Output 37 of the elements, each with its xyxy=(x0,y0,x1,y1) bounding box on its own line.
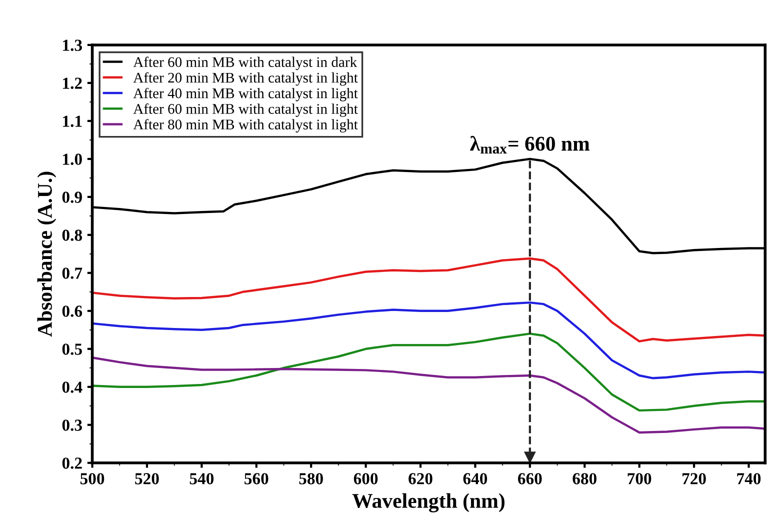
line-series xyxy=(92,356,766,434)
y-tick-label: 0.6 xyxy=(62,306,82,317)
x-axis-title: Wavelength (nm) xyxy=(352,493,504,512)
x-tick-label: 540 xyxy=(190,473,214,484)
y-axis-title: Absorbance (A.U.) xyxy=(37,172,56,337)
x-tick-label: 620 xyxy=(408,473,432,484)
legend-label: After 60 min MB with catalyst in light xyxy=(133,103,358,117)
legend-label: After 20 min MB with catalyst in light xyxy=(133,72,358,86)
y-tick-label: 0.3 xyxy=(62,420,82,431)
y-tick-label: 1.1 xyxy=(63,116,82,127)
x-tick-label: 640 xyxy=(463,473,488,484)
line-series xyxy=(92,332,766,412)
x-tick-label: 500 xyxy=(80,473,104,484)
y-tick-label: 0.7 xyxy=(62,268,82,279)
x-tick-label: 560 xyxy=(244,473,268,484)
x-tick-label: 740 xyxy=(737,473,761,484)
y-tick-label: 1.2 xyxy=(63,78,82,89)
x-tick-label: 600 xyxy=(354,473,378,484)
x-tick-label: 720 xyxy=(682,473,706,484)
y-tick-label: 1.0 xyxy=(63,154,82,165)
y-tick-label: 0.9 xyxy=(62,192,82,203)
x-tick-label: 520 xyxy=(135,473,159,484)
line-series xyxy=(92,301,766,380)
y-tick-label: 0.5 xyxy=(62,344,82,355)
x-tick-label: 660 xyxy=(518,473,542,484)
y-tick-label: 1.3 xyxy=(63,40,82,51)
line-series xyxy=(92,257,766,342)
y-tick-label: 0.4 xyxy=(62,382,82,393)
ref-line-label: λ$_{max}$= 660 nm xyxy=(470,136,590,154)
y-tick-label: 0.2 xyxy=(62,458,82,469)
x-tick-label: 580 xyxy=(299,473,323,484)
legend-label: After 40 min MB with catalyst in light xyxy=(133,88,358,102)
legend-label: After 60 min MB with catalyst in dark xyxy=(133,56,358,70)
legend-label: After 80 min MB with catalyst in light xyxy=(133,119,358,132)
x-tick-label: 680 xyxy=(572,473,596,484)
y-tick-label: 0.8 xyxy=(62,230,82,241)
x-tick-label: 700 xyxy=(628,473,652,484)
